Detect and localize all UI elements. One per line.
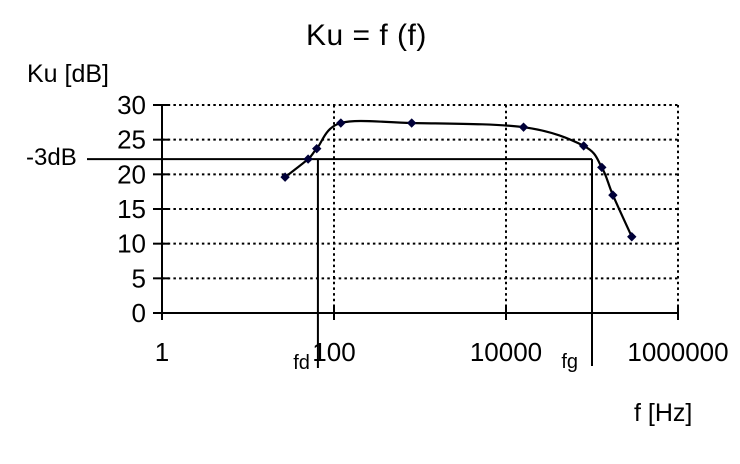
y-tick-label-5: 5: [132, 263, 146, 293]
data-point-marker-8: [608, 190, 618, 200]
y-tick-label-10: 10: [117, 229, 146, 259]
data-point-marker-4: [406, 118, 417, 128]
data-point-marker-3: [336, 118, 346, 128]
chart-title: Ku = f (f): [306, 19, 427, 52]
y-tick-label-0: 0: [132, 298, 146, 328]
data-point-marker-7: [597, 162, 607, 173]
data-point-marker-5: [518, 122, 529, 132]
x-axis-label: f [Hz]: [634, 399, 693, 427]
minus-3db-label: -3dB: [26, 144, 77, 171]
x-tick-label-100: 100: [312, 337, 355, 367]
y-tick-label-25: 25: [117, 125, 146, 155]
data-point-marker-9: [627, 232, 637, 242]
y-axis-label: Ku [dB]: [27, 60, 109, 88]
data-point-marker-0: [280, 172, 290, 182]
x-tick-label-1000000: 1000000: [627, 337, 728, 367]
x-tick-label-10000: 10000: [470, 337, 542, 367]
y-tick-label-20: 20: [117, 159, 146, 189]
x-tick-label-1: 1: [155, 337, 169, 367]
data-point-marker-1: [303, 154, 313, 164]
fg-label: fg: [561, 351, 578, 373]
gain-curve: [284, 119, 633, 238]
y-tick-label-15: 15: [117, 194, 146, 224]
y-tick-label-30: 30: [117, 90, 146, 120]
data-point-marker-6: [578, 141, 589, 151]
fd-label: fd: [293, 352, 310, 374]
data-point-marker-2: [312, 143, 322, 154]
